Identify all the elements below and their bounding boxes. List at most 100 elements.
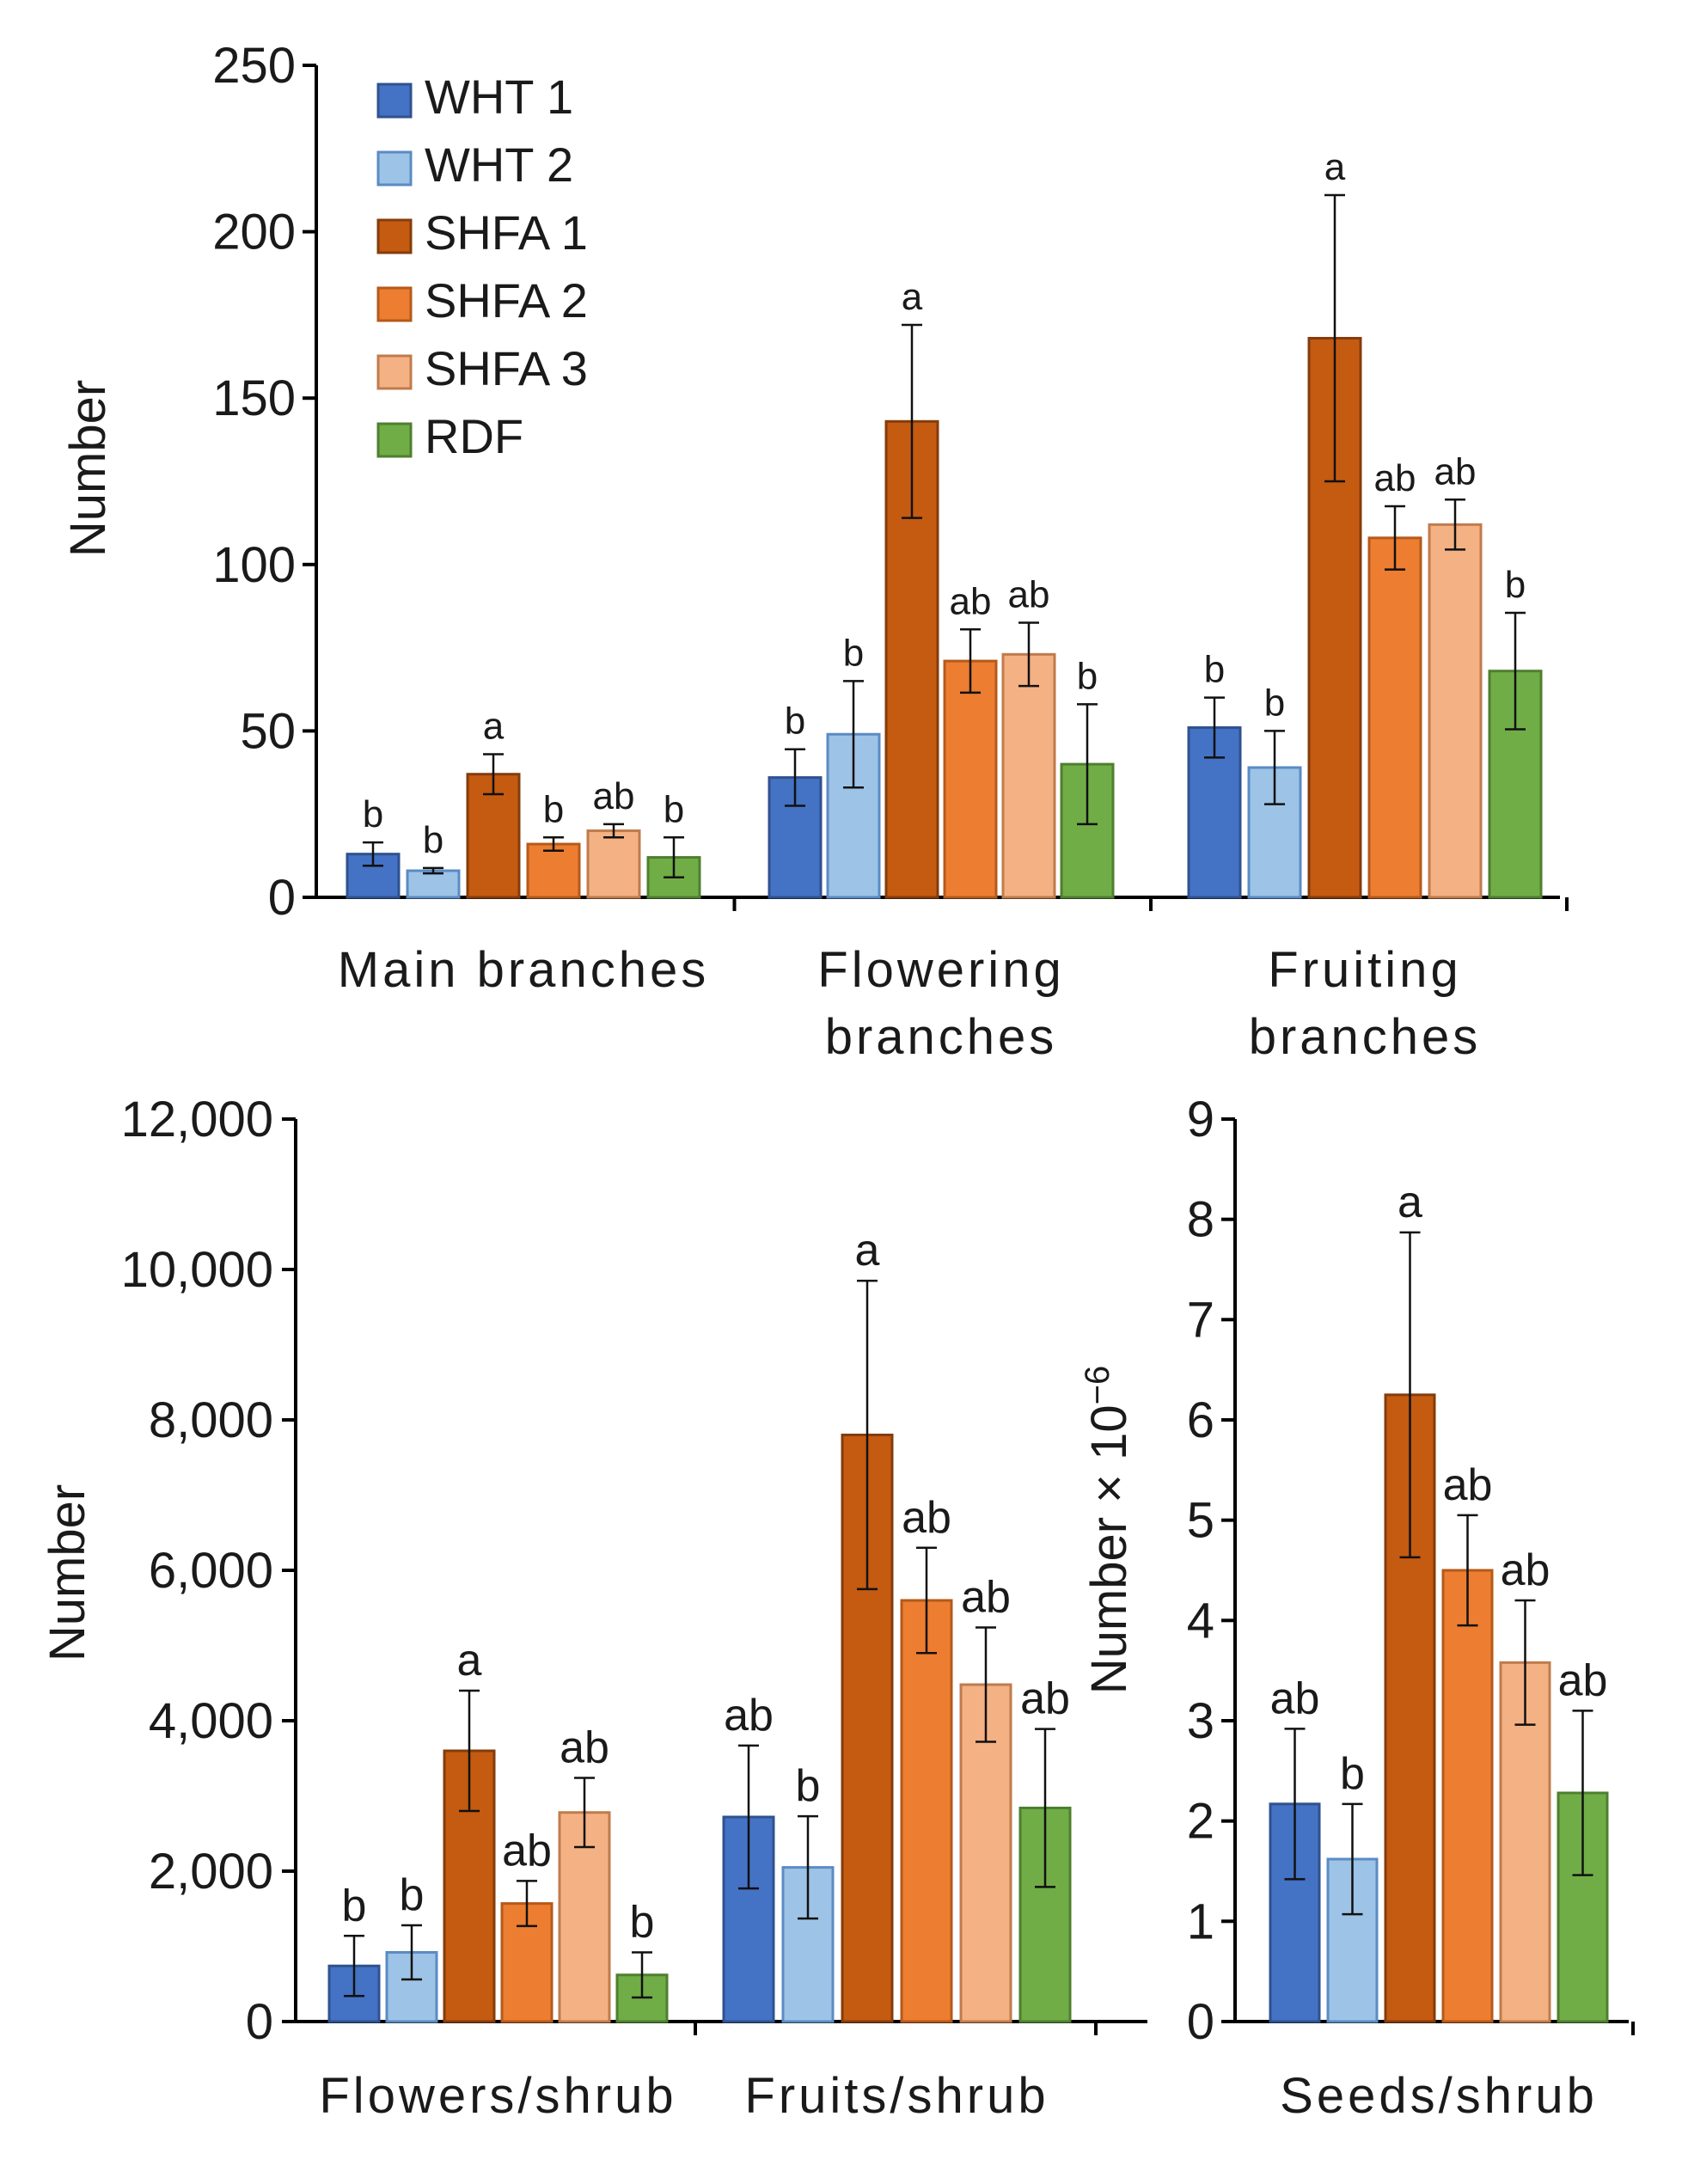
legend-label-shfa-2: SHFA 2: [425, 273, 588, 327]
y-ticks: 0 1 2 3 4 5 6 7 8 9: [1187, 1092, 1235, 2050]
significance-letter-wht-2-fruits-shrub: b: [796, 1761, 821, 1811]
y-axis-title-main: Number × 10: [1081, 1404, 1137, 1694]
significance-letter-shfa-1-fruits-shrub: a: [855, 1226, 880, 1276]
significance-letter-shfa-3-flowering-branches: ab: [1008, 574, 1050, 616]
bar-wht-2-main-branches: [406, 869, 461, 899]
significance-letter-shfa-3-main-branches: ab: [593, 775, 635, 817]
significance-letter-rdf-flowers-shrub: b: [630, 1898, 655, 1948]
y-tick-label-0: 0: [268, 870, 296, 926]
y-tick-label-200: 200: [212, 205, 296, 260]
y-tick-label-0: 0: [246, 1994, 273, 2050]
significance-letter-shfa-2-flowering-branches: ab: [950, 580, 992, 622]
significance-letter-shfa-3-fruiting-branches: ab: [1434, 450, 1477, 492]
y-ticks: 0 2,000 4,000 6,000 8,000 10,000 12,000: [121, 1092, 296, 2050]
y-axis-title: Number: [60, 380, 116, 557]
y-tick-label-6-000: 6,000: [149, 1543, 273, 1599]
significance-letter-wht-1-main-branches: b: [363, 793, 383, 835]
significance-letter-shfa-2-flowers-shrub: ab: [502, 1826, 552, 1875]
y-axis-title: Number × 10−6: [1079, 1366, 1137, 1695]
significance-letter-wht-2-flowers-shrub: b: [400, 1870, 425, 1920]
bar-shfa-2-fruiting-branches: [1367, 536, 1422, 899]
y-tick-label-8-000: 8,000: [149, 1392, 273, 1448]
y-tick-label-0: 0: [1187, 1994, 1214, 2050]
y-tick-label-50: 50: [240, 703, 296, 759]
significance-letter-shfa-1-flowering-branches: a: [902, 276, 923, 318]
category-label-seeds-shrub: Seeds/shrub: [1280, 2068, 1598, 2124]
bar-shfa-3-fruiting-branches: [1428, 523, 1483, 899]
category-label-fruiting: Fruiting: [1268, 942, 1461, 998]
significance-letter-rdf-main-branches: b: [664, 788, 684, 830]
category-labels: Flowers/shrub Fruits/shrub: [319, 2068, 1045, 2124]
y-tick-label-3: 3: [1187, 1693, 1214, 1749]
significance-letter-shfa-2-fruiting-branches: ab: [1374, 457, 1416, 499]
legend-swatch-shfa-2: [376, 286, 413, 322]
legend-swatch-shfa-1: [376, 218, 413, 254]
significance-letter-rdf-flowering-branches: b: [1077, 655, 1098, 697]
significance-letter-shfa-1-seeds-shrub: a: [1398, 1178, 1422, 1227]
legend-label-rdf: RDF: [425, 409, 523, 463]
y-tick-label-100: 100: [212, 537, 296, 593]
y-tick-label-8: 8: [1187, 1192, 1214, 1248]
category-label-main-branches: Main branches: [338, 942, 709, 998]
y-tick-label-10-000: 10,000: [121, 1242, 273, 1298]
legend: WHT 1 WHT 2 SHFA 1 SHFA 2 SHFA 3 RDF: [376, 70, 588, 463]
legend-label-wht-2: WHT 2: [425, 138, 573, 192]
significance-letter-wht-1-fruits-shrub: ab: [724, 1691, 774, 1740]
bar-shfa-2-seeds-shrub: [1441, 1569, 1494, 2023]
significance-letter-wht-1-flowering-branches: b: [785, 700, 805, 743]
y-tick-label-7: 7: [1187, 1292, 1214, 1348]
y-tick-label-2-000: 2,000: [149, 1844, 273, 1900]
bar-shfa-2-main-branches: [526, 842, 581, 899]
y-tick-label-1: 1: [1187, 1893, 1214, 1949]
legend-swatch-rdf: [376, 422, 413, 458]
y-tick-label-5: 5: [1187, 1493, 1214, 1549]
y-tick-label-9: 9: [1187, 1092, 1214, 1147]
category-label-branches: branches: [825, 1009, 1058, 1065]
y-tick-label-12-000: 12,000: [121, 1092, 273, 1147]
legend-swatch-shfa-3: [376, 354, 413, 390]
category-label-flowers-shrub: Flowers/shrub: [319, 2068, 676, 2124]
significance-letter-wht-2-flowering-branches: b: [843, 632, 864, 674]
y-tick-label-4: 4: [1187, 1593, 1214, 1649]
y-tick-label-4-000: 4,000: [149, 1693, 273, 1749]
significance-letter-rdf-fruits-shrub: ab: [1020, 1674, 1070, 1724]
y-axis-title-superscript: −6: [1079, 1366, 1116, 1405]
significance-letter-shfa-3-flowers-shrub: ab: [560, 1723, 609, 1773]
significance-letter-rdf-seeds-shrub: ab: [1558, 1655, 1608, 1705]
significance-letter-wht-1-fruiting-branches: b: [1204, 649, 1225, 691]
y-ticks: 0 50 100 150 200 250: [212, 38, 316, 926]
significance-letter-wht-1-seeds-shrub: ab: [1270, 1673, 1320, 1723]
bar-shfa-2-flowering-branches: [943, 659, 998, 899]
significance-letter-wht-2-seeds-shrub: b: [1340, 1749, 1365, 1799]
y-tick-label-2: 2: [1187, 1794, 1214, 1850]
bar-shfa-3-flowering-branches: [1001, 652, 1056, 899]
legend-label-shfa-3: SHFA 3: [425, 341, 588, 395]
significance-letter-wht-2-fruiting-branches: b: [1264, 682, 1285, 724]
significance-letter-shfa-3-seeds-shrub: ab: [1501, 1545, 1550, 1595]
significance-letter-shfa-1-flowers-shrub: a: [457, 1636, 482, 1685]
y-axis-title: Number: [40, 1484, 95, 1661]
legend-swatch-wht-1: [376, 83, 413, 119]
significance-letter-shfa-2-fruits-shrub: ab: [902, 1493, 951, 1543]
bar-shfa-2-fruits-shrub: [900, 1599, 953, 2023]
significance-letter-rdf-fruiting-branches: b: [1505, 564, 1526, 606]
category-labels: Main branches Flowering branches Fruiting br…: [338, 942, 1482, 1065]
legend-label-wht-1: WHT 1: [425, 70, 573, 124]
y-tick-label-150: 150: [212, 370, 296, 426]
significance-letter-shfa-2-main-branches: b: [543, 788, 564, 830]
category-label-flowering: Flowering: [817, 942, 1064, 998]
bar-shfa-3-main-branches: [586, 829, 641, 899]
significance-letter-shfa-2-seeds-shrub: ab: [1443, 1460, 1493, 1510]
category-labels: Seeds/shrub: [1280, 2068, 1598, 2124]
significance-letter-shfa-1-fruiting-branches: a: [1324, 146, 1346, 188]
category-label-branches: branches: [1249, 1009, 1482, 1065]
significance-letter-wht-1-flowers-shrub: b: [342, 1881, 367, 1930]
significance-letter-wht-2-main-branches: b: [423, 819, 443, 861]
